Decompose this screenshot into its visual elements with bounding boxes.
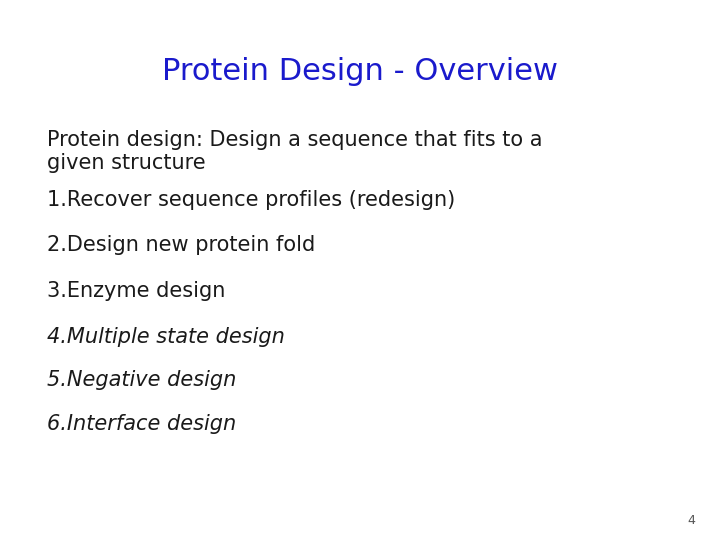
Text: 5.Negative design: 5.Negative design <box>47 370 236 390</box>
Text: Protein Design - Overview: Protein Design - Overview <box>162 57 558 86</box>
Text: 3.Enzyme design: 3.Enzyme design <box>47 281 225 301</box>
Text: 4.Multiple state design: 4.Multiple state design <box>47 327 284 347</box>
Text: 6.Interface design: 6.Interface design <box>47 414 236 434</box>
Text: 2.Design new protein fold: 2.Design new protein fold <box>47 235 315 255</box>
Text: 4: 4 <box>687 514 695 526</box>
Text: 1.Recover sequence profiles (redesign): 1.Recover sequence profiles (redesign) <box>47 190 455 210</box>
Text: Protein design: Design a sequence that fits to a
given structure: Protein design: Design a sequence that f… <box>47 130 542 173</box>
